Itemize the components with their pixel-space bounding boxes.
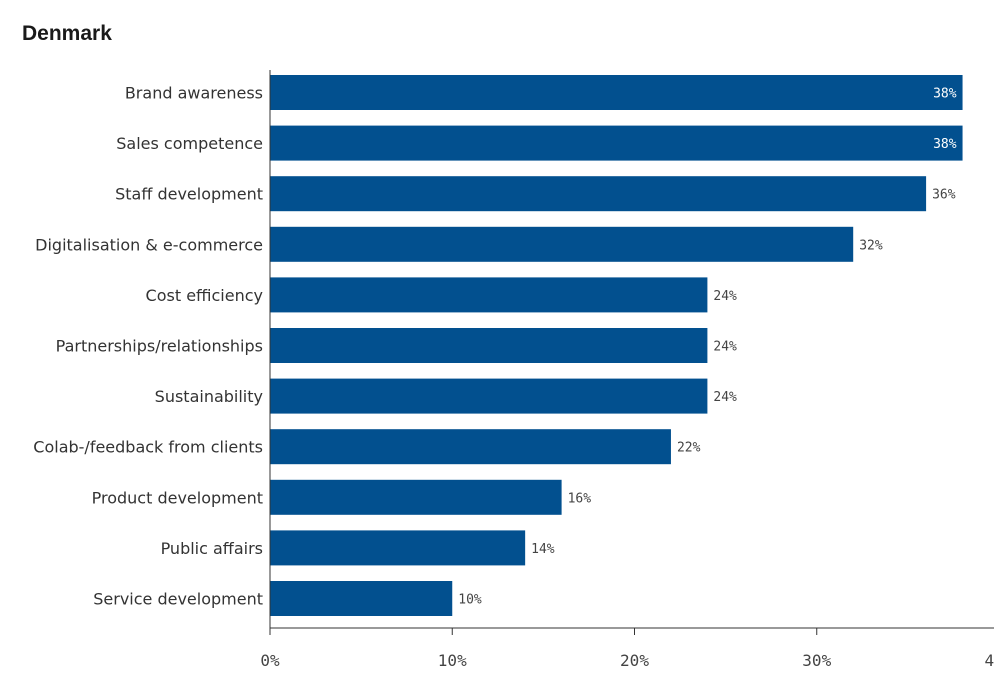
bar [270,581,453,616]
data-label: 24% [713,390,737,405]
category-label: Colab-/feedback from clients [33,438,263,457]
bar [270,125,963,161]
bar [270,530,526,566]
category-label: Brand awareness [125,84,263,103]
category-label: Public affairs [161,539,263,558]
x-tick-label: 30% [802,651,831,670]
x-tick-label: 20% [620,651,649,670]
category-label: Service development [93,590,263,609]
category-label: Sales competence [116,134,263,153]
x-tick-label: 40% [985,651,994,670]
category-label: Sustainability [155,387,263,406]
x-tick-label: 10% [438,651,467,670]
bar [270,429,671,465]
bar [270,75,963,110]
data-label: 16% [568,491,592,506]
bar [270,176,927,212]
data-label: 24% [713,289,737,304]
bar [270,378,708,414]
bar [270,277,708,313]
chart-title: Denmark [22,22,112,45]
data-label: 14% [531,542,555,557]
data-label: 32% [859,238,883,253]
value-labels-group: 38% 38% 36% 32% 24% 24% 24% 22% 16% 14% 10% [458,87,956,608]
bars-group [270,75,963,616]
x-axis: 0% 10% 20% 30% 40% [260,70,994,670]
category-labels-group: Brand awareness Sales competence Staff dev… [33,84,263,609]
data-label: 22% [677,441,701,456]
category-label: Product development [92,488,263,507]
category-label: Staff development [115,185,263,204]
bar [270,226,854,262]
category-label: Cost efficiency [146,286,263,305]
data-label: 10% [458,593,482,608]
category-label: Partnerships/relationships [56,337,263,356]
data-label: 38% [933,137,957,152]
x-tick-label: 0% [260,651,280,670]
data-label: 24% [713,340,737,355]
data-label: 38% [933,87,957,102]
bar [270,479,562,515]
data-label: 36% [932,188,956,203]
category-label: Digitalisation & e-commerce [35,235,263,254]
bar [270,328,708,363]
